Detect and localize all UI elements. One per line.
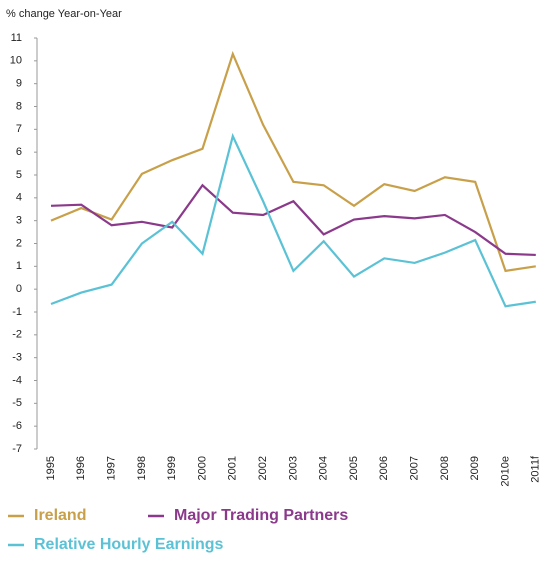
y-tick-label: -4: [12, 374, 22, 386]
y-tick-label: 11: [11, 32, 22, 44]
y-tick-label: -3: [12, 352, 22, 364]
y-tick-label: 7: [16, 123, 22, 135]
x-tick-label: 2007: [409, 456, 421, 480]
x-tick-label: 1996: [75, 456, 87, 480]
x-tick-label: 2004: [318, 456, 330, 480]
y-tick-label: -7: [12, 443, 22, 455]
x-tick-label: 2001: [227, 456, 239, 480]
x-tick-label: 1999: [166, 456, 178, 480]
x-tick-label: 2009: [469, 456, 481, 480]
legend-label: Ireland: [34, 507, 86, 524]
y-tick-label: 2: [16, 237, 22, 249]
x-tick-label: 2000: [196, 456, 208, 480]
x-tick-label: 2008: [439, 456, 451, 480]
x-tick-label: 2002: [257, 456, 269, 480]
x-tick-label: 1997: [106, 456, 118, 480]
y-tick-label: -5: [12, 397, 22, 409]
y-axis-label: % change Year-on-Year: [6, 8, 122, 20]
y-tick-label: 1: [16, 260, 22, 272]
y-tick-label: 6: [16, 146, 22, 158]
y-tick-label: 4: [16, 192, 22, 204]
x-tick-label: 1995: [45, 456, 57, 480]
y-tick-label: 8: [16, 100, 22, 112]
series-line: [50, 183, 536, 257]
x-tick-label: 2011f: [530, 455, 540, 483]
x-tick-label: 2010e: [499, 456, 511, 487]
y-tick-label: -2: [12, 329, 22, 341]
y-tick-label: 10: [10, 55, 22, 67]
x-tick-label: 2003: [287, 456, 299, 480]
x-tick-label: 2005: [348, 456, 360, 480]
y-tick-label: 3: [16, 215, 22, 227]
y-tick-label: 9: [16, 78, 22, 90]
legend-label: Major Trading Partners: [174, 507, 348, 524]
y-tick-label: -6: [12, 420, 22, 432]
y-tick-label: 0: [16, 283, 22, 295]
series-line: [50, 50, 536, 273]
legend-label: Relative Hourly Earnings: [34, 536, 223, 553]
x-tick-label: 1998: [136, 456, 148, 480]
y-tick-label: -1: [12, 306, 22, 318]
x-tick-label: 2006: [378, 456, 390, 480]
series-line: [50, 132, 536, 308]
y-tick-label: 5: [16, 169, 22, 181]
